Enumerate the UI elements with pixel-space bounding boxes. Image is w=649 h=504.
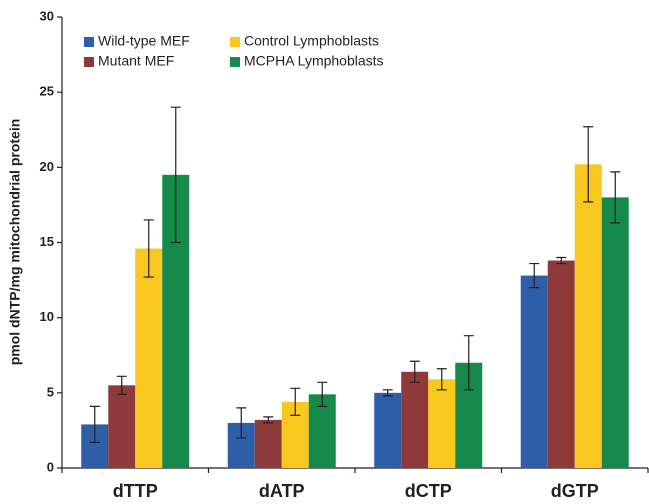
error-bar (263, 416, 274, 424)
error-bar (382, 389, 393, 397)
error-bar (556, 256, 567, 265)
legend-label: Mutant MEF (98, 53, 174, 69)
legend-swatch (230, 37, 240, 47)
y-tick-label: 0 (47, 459, 54, 474)
error-bar (583, 126, 594, 203)
y-tick-label: 15 (40, 234, 54, 249)
bar (374, 392, 402, 468)
bar (574, 164, 602, 468)
x-tick-label: dCTP (405, 481, 452, 501)
bar (547, 260, 575, 468)
y-tick-label: 10 (40, 309, 54, 324)
error-bar (610, 171, 621, 224)
y-tick-label: 20 (40, 159, 54, 174)
legend-swatch (84, 37, 94, 47)
error-bar (236, 407, 247, 439)
y-tick-label: 25 (40, 84, 54, 99)
bar (428, 379, 456, 468)
legend-swatch (230, 57, 240, 67)
y-tick-label: 30 (40, 8, 54, 23)
bar (254, 419, 282, 468)
bar (108, 385, 136, 468)
error-bar (89, 405, 100, 444)
bar (135, 248, 163, 468)
y-tick-label: 5 (47, 384, 54, 399)
error-bar (409, 360, 420, 383)
error-bar (317, 381, 328, 407)
error-bar (143, 219, 154, 278)
legend-label: Wild-type MEF (98, 33, 190, 49)
bar (601, 197, 629, 468)
error-bar (170, 106, 181, 244)
legend-label: MCPHA Lymphoblasts (244, 53, 384, 69)
bar (520, 275, 548, 468)
error-bar (463, 335, 474, 391)
x-tick-label: dGTP (551, 481, 599, 501)
x-tick-label: dATP (259, 481, 305, 501)
y-axis-label: pmol dNTP/mg mitochondrial protein (7, 119, 23, 366)
error-bar (116, 375, 127, 395)
legend-swatch (84, 57, 94, 67)
bar (401, 371, 429, 468)
error-bar (529, 262, 540, 289)
error-bar (436, 368, 447, 391)
error-bar (290, 387, 301, 416)
legend-label: Control Lymphoblasts (244, 33, 379, 49)
x-tick-label: dTTP (113, 481, 158, 501)
